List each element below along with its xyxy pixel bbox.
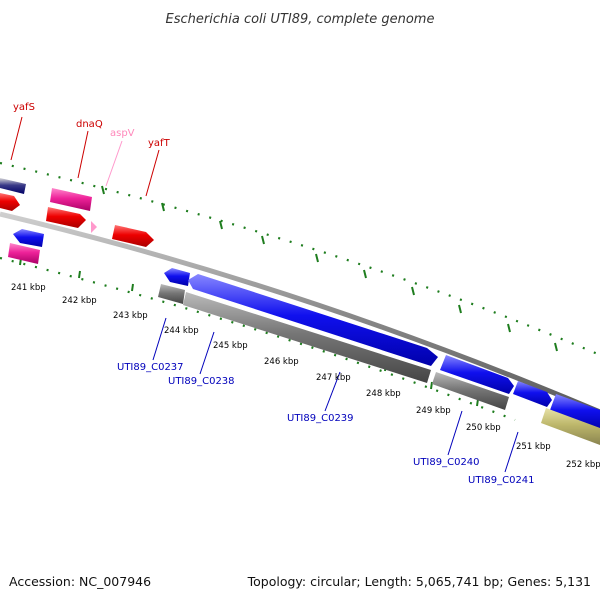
gene-label-yafT: yafT (148, 138, 171, 149)
gene-navy-segment (0, 178, 26, 194)
gene-blue-small (164, 268, 190, 286)
gene-blue-short (513, 381, 552, 407)
kbp-label-246: 246 kbp (264, 357, 299, 367)
kbp-label-242: 242 kbp (62, 296, 97, 306)
outer-major-ticks (101, 185, 558, 352)
gene-blue-mid (440, 355, 514, 394)
gene-blue-right (550, 394, 600, 430)
gene-pink-lower (8, 243, 40, 264)
kbp-label-241: 241 kbp (11, 283, 46, 293)
gene-khaki-feature (541, 408, 600, 445)
kbp-label-251: 251 kbp (516, 442, 551, 452)
inner-tick-track (0, 256, 516, 422)
gene-gray-C0237 (158, 284, 185, 304)
topology-text: Topology: circular; Length: 5,065,741 bp… (247, 574, 591, 589)
kbp-label-247: 247 kbp (316, 373, 351, 383)
kbp-label-243: 243 kbp (113, 311, 148, 321)
kbp-label-244: 244 kbp (164, 326, 199, 336)
gene-label-aspV: aspV (110, 128, 135, 139)
genome-backbone (0, 211, 600, 415)
map-title: Escherichia coli UTI89, complete genome (166, 12, 435, 27)
gene-label-UTI89_C0237: UTI89_C0237 (117, 362, 184, 373)
gene-blue-long (188, 274, 438, 366)
kbp-label-252: 252 kbp (566, 460, 600, 470)
top-label-lines (10, 116, 160, 197)
gene-label-UTI89_C0239: UTI89_C0239 (287, 413, 354, 424)
gene-label-dnaQ: dnaQ (76, 119, 103, 130)
gene-yafT (112, 225, 154, 247)
bottom-label-lines (152, 317, 519, 473)
gene-label-UTI89_C0241: UTI89_C0241 (468, 475, 535, 486)
gene-gray-C0238 (183, 292, 431, 383)
outer-tick-track (0, 161, 600, 357)
gene-red-left-edge (0, 193, 20, 211)
gene-label-UTI89_C0240: UTI89_C0240 (413, 457, 480, 468)
gene-label-UTI89_C0238: UTI89_C0238 (168, 376, 235, 387)
gene-blue-left (13, 229, 44, 247)
gene-label-yafS: yafS (13, 102, 35, 113)
gene-gray-C0240 (432, 372, 509, 410)
accession-text: Accession: NC_007946 (9, 574, 151, 589)
kbp-label-250: 250 kbp (466, 423, 501, 433)
gene-pink-upper (50, 188, 92, 211)
kbp-label-245: 245 kbp (213, 341, 248, 351)
trna-aspV (91, 221, 97, 233)
kbp-label-249: 249 kbp (416, 406, 451, 416)
kbp-label-248: 248 kbp (366, 389, 401, 399)
gene-dnaQ (46, 207, 86, 228)
